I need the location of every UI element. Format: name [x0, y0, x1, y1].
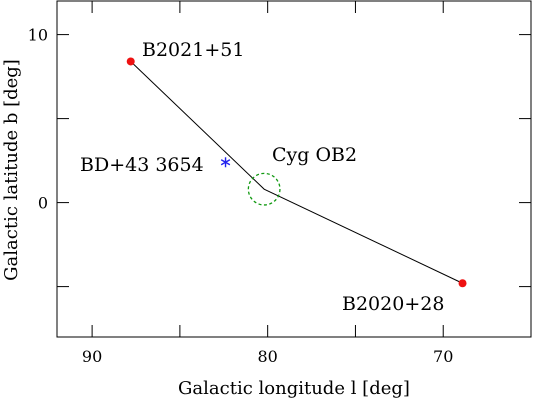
y-tick-label: 0 [38, 194, 48, 213]
label-bd43: BD+43 3654 [80, 154, 204, 176]
tick-labels: 90 80 70 10 0 [28, 26, 454, 366]
asterisk-marker [220, 157, 231, 168]
trajectory-line [130, 61, 463, 284]
point-marker [126, 57, 135, 66]
point-marker [458, 279, 467, 288]
axis-ticks [57, 1, 532, 337]
y-tick-label: 10 [28, 26, 48, 45]
label-b2020: B2020+28 [342, 293, 444, 315]
cyg-ob2-region [247, 172, 281, 206]
x-tick-label: 70 [433, 347, 453, 366]
label-cyg-ob2: Cyg OB2 [272, 144, 357, 166]
plot-frame [56, 0, 532, 338]
x-axis-label: Galactic longitude l [deg] [178, 378, 410, 399]
label-b2021: B2021+51 [142, 39, 244, 61]
x-tick-label: 80 [257, 347, 277, 366]
y-axis-label: Galactic latitude b [deg] [1, 59, 22, 281]
markers [126, 57, 467, 288]
x-tick-label: 90 [82, 347, 102, 366]
